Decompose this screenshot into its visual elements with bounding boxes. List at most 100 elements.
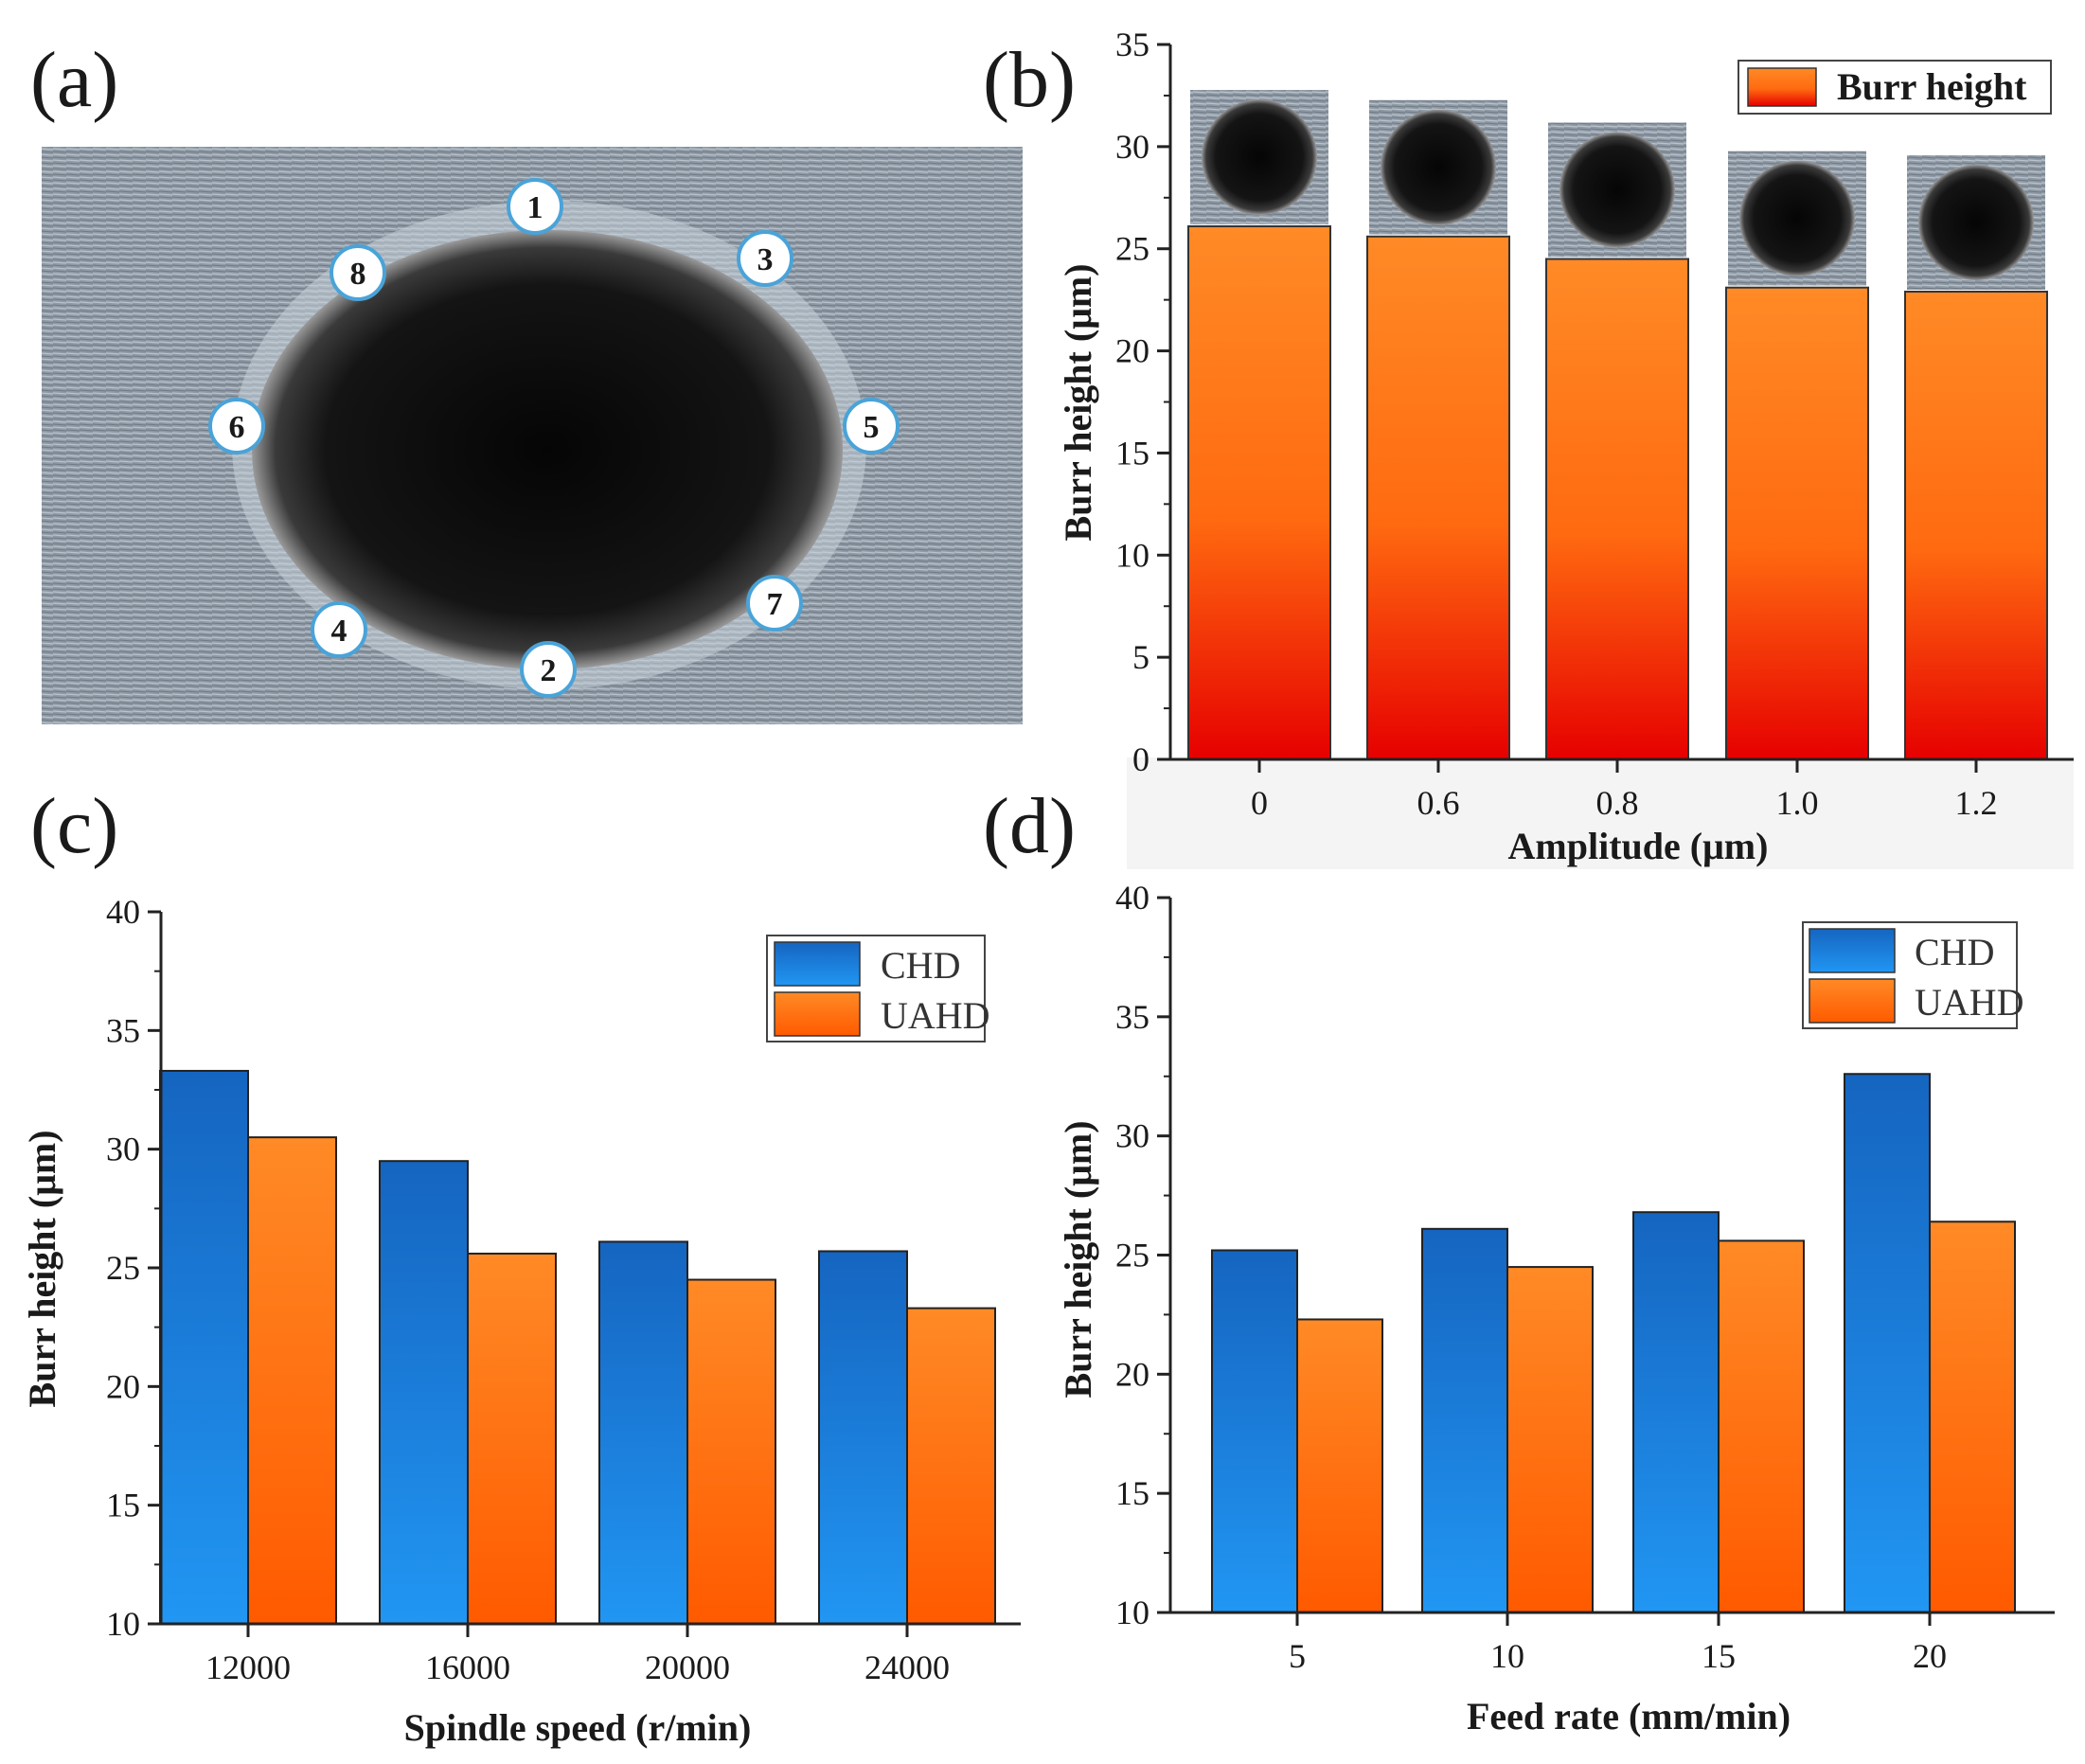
point-marker-label: 3	[757, 242, 774, 277]
y-tick-label: 0	[1132, 740, 1149, 778]
y-tick-label: 10	[1115, 1594, 1149, 1631]
x-tick-label: 1.0	[1776, 784, 1819, 822]
inset-hole	[1739, 160, 1855, 276]
legend-label-chd: CHD	[881, 944, 960, 987]
x-tick-label: 5	[1289, 1637, 1306, 1675]
bar-chd	[1211, 1249, 1298, 1613]
bar-chd	[1421, 1227, 1508, 1613]
inset-hole	[1918, 165, 2034, 281]
panel-b-footer-bg	[1127, 757, 2074, 869]
inset-hole	[1381, 109, 1496, 225]
point-marker-label: 2	[541, 653, 557, 688]
inset-hole	[1559, 132, 1675, 248]
y-tick-label: 25	[1115, 1237, 1149, 1274]
bar-uahd	[247, 1136, 337, 1625]
bar-uahd	[1506, 1266, 1594, 1614]
bar-chd	[818, 1250, 908, 1626]
y-tick-label: 35	[106, 1011, 140, 1049]
point-marker-label: 5	[864, 410, 880, 445]
y-tick-label: 5	[1132, 638, 1149, 676]
panel-d-ylabel: Burr height (μm)	[1057, 1120, 1099, 1398]
y-tick-label: 10	[1115, 536, 1149, 574]
point-marker-label: 1	[527, 190, 544, 225]
bar-burr-height	[1187, 224, 1331, 760]
point-marker-3	[737, 230, 793, 287]
point-marker-5	[843, 398, 900, 454]
x-tick-label: 15	[1702, 1637, 1736, 1675]
point-marker-2	[520, 641, 577, 698]
y-tick-label: 40	[106, 893, 140, 931]
bar-burr-height	[1366, 235, 1510, 760]
y-tick-label: 20	[1115, 1355, 1149, 1393]
point-marker-label: 4	[331, 614, 348, 649]
drilled-hole	[252, 230, 843, 669]
x-tick-label: 12000	[205, 1648, 291, 1686]
point-marker-1	[507, 178, 563, 235]
bar-uahd	[1718, 1239, 1805, 1614]
bar-burr-height	[1725, 286, 1869, 760]
bar-uahd	[1296, 1318, 1383, 1613]
legend-swatch-uahd	[774, 991, 861, 1037]
bar-burr-height	[1904, 291, 2048, 760]
panel-d-chart: 10 15 20 25 30 35 40 5 10 15 20 CHD UAHD Feed rate…	[1057, 879, 2055, 1737]
panel-a-micrograph: 1 2 3 4 5 6 7 8	[42, 147, 1023, 724]
y-tick-label: 15	[106, 1487, 140, 1524]
panel-letter-b: (b)	[983, 36, 1076, 124]
panel-c-legend: CHD UAHD	[766, 935, 990, 1042]
y-tick-label: 20	[106, 1367, 140, 1405]
bar-uahd	[686, 1278, 776, 1625]
point-marker-4	[311, 601, 367, 658]
x-tick-label: 0.8	[1596, 784, 1639, 822]
y-tick-label: 30	[1115, 128, 1149, 166]
x-tick-label: 16000	[425, 1648, 510, 1686]
bar-chd	[598, 1240, 688, 1625]
x-tick-label: 10	[1490, 1637, 1524, 1675]
y-tick-label: 15	[1115, 434, 1149, 472]
legend-label-burr: Burr height	[1837, 65, 2027, 108]
x-tick-label: 0.6	[1417, 784, 1460, 822]
y-tick-label: 25	[106, 1249, 140, 1287]
point-marker-8	[330, 244, 386, 301]
legend-label-uahd: UAHD	[881, 994, 990, 1037]
point-marker-7	[746, 575, 803, 632]
y-tick-label: 15	[1115, 1474, 1149, 1512]
legend-swatch-burr	[1747, 67, 1817, 107]
legend-label-chd: CHD	[1915, 931, 1994, 973]
y-tick-label: 35	[1115, 998, 1149, 1036]
y-tick-label: 25	[1115, 230, 1149, 268]
bar-uahd	[906, 1307, 996, 1625]
legend-swatch-chd	[1809, 928, 1896, 973]
legend-swatch-uahd	[1809, 978, 1896, 1024]
panel-letter-d: (d)	[983, 782, 1076, 870]
panel-d-xlabel: Feed rate (mm/min)	[1467, 1695, 1791, 1737]
point-marker-label: 8	[350, 257, 366, 292]
y-tick-label: 20	[1115, 332, 1149, 370]
point-marker-label: 7	[767, 587, 783, 622]
legend-swatch-chd	[774, 941, 861, 987]
panel-d-legend: CHD UAHD	[1802, 921, 2024, 1029]
bar-chd	[1632, 1211, 1720, 1613]
panel-c-chart: 10 15 20 25 30 35 40 12000 16000 20000 24000 CHD U…	[21, 893, 1021, 1749]
y-tick-label: 30	[106, 1131, 140, 1168]
y-tick-label: 40	[1115, 879, 1149, 917]
bar-uahd	[467, 1252, 557, 1625]
point-marker-label: 6	[229, 410, 245, 445]
panel-c-ylabel: Burr height (μm)	[21, 1130, 63, 1407]
x-tick-label: 1.2	[1955, 784, 1998, 822]
panel-letter-c: (c)	[30, 782, 118, 870]
bar-chd	[1844, 1073, 1931, 1613]
y-tick-label: 35	[1115, 26, 1149, 63]
y-tick-label: 10	[106, 1605, 140, 1643]
x-tick-label: 0	[1251, 784, 1268, 822]
bar-uahd	[1929, 1221, 2016, 1614]
bar-chd	[379, 1160, 469, 1625]
bar-chd	[159, 1069, 249, 1625]
panel-b-chart: 0 5 10 15 20 25 30 35 0 0.6 0.8 1.0 1.2 Burr height …	[1057, 26, 2074, 869]
panel-b-legend: Burr height	[1738, 60, 2052, 115]
panel-b-xlabel: Amplitude (μm)	[1508, 825, 1769, 867]
x-tick-label: 20	[1913, 1637, 1947, 1675]
x-tick-label: 24000	[864, 1648, 950, 1686]
bar-burr-height	[1545, 258, 1689, 760]
panel-letter-a: (a)	[30, 36, 118, 124]
point-marker-6	[208, 398, 265, 454]
